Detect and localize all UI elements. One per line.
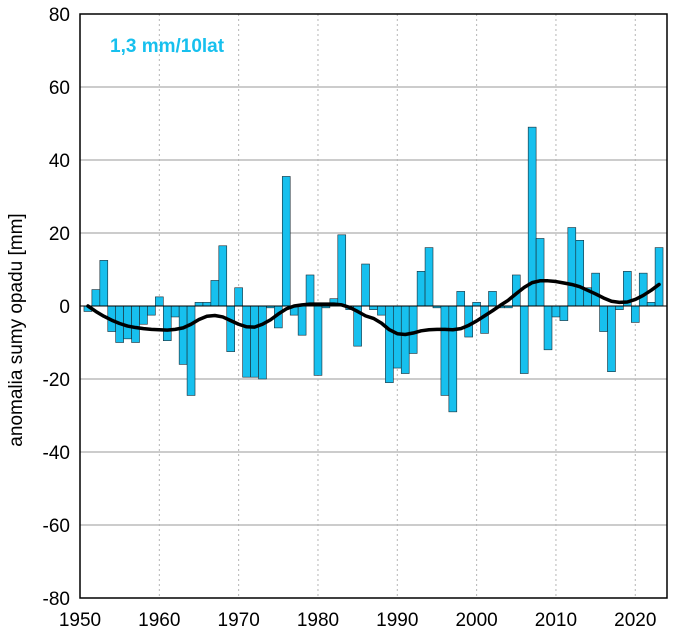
anomaly-bars	[83, 126, 664, 413]
y-axis-label: anomalia sumy opadu [mm]	[6, 213, 27, 446]
bar-1968	[218, 245, 228, 307]
x-tick-label: 1970	[218, 610, 260, 631]
x-tick-label: 1950	[59, 610, 101, 631]
bar-2013	[575, 240, 585, 307]
y-tick-label: 20	[49, 224, 70, 245]
bar-2023	[654, 247, 664, 307]
y-tick-label: 40	[49, 151, 70, 172]
bar-1992	[408, 305, 418, 354]
bar-2017	[607, 305, 616, 372]
bar-1989	[385, 305, 394, 383]
bar-1991	[400, 305, 410, 374]
bar-1971	[242, 305, 251, 378]
y-tick-label: -60	[43, 516, 70, 537]
bar-1958	[139, 305, 148, 325]
bar-1961	[162, 305, 172, 341]
bar-1997	[448, 305, 458, 413]
bar-2008	[535, 238, 545, 307]
x-tick-label: 1990	[376, 610, 418, 631]
smoothed-trend-line	[86, 279, 661, 337]
bar-1965	[194, 302, 204, 307]
y-tick-label: -20	[43, 370, 70, 391]
trend-annotation: 1,3 mm/10lat	[110, 36, 225, 57]
y-tick-label: -80	[43, 589, 70, 610]
bar-1972	[250, 305, 259, 378]
bar-2016	[599, 305, 608, 332]
bar-1959	[147, 305, 156, 316]
x-tick-label: 2000	[455, 610, 497, 631]
bar-1994	[424, 247, 434, 307]
bar-1966	[202, 302, 212, 307]
bar-1993	[416, 271, 426, 307]
bar-2021	[638, 272, 648, 307]
bar-1987	[369, 305, 378, 310]
bar-2006	[519, 305, 529, 374]
bar-1983	[337, 234, 347, 307]
y-tick-label: -40	[43, 443, 70, 464]
x-tick-label: 2010	[535, 610, 577, 631]
bar-1960	[155, 296, 164, 307]
bar-2007	[527, 126, 537, 307]
bar-1976	[281, 176, 291, 307]
plot-frame	[79, 13, 668, 599]
bar-1996	[440, 305, 450, 396]
bar-2018	[615, 305, 624, 310]
bar-1967	[210, 280, 220, 307]
y-tick-label: 60	[49, 78, 70, 99]
bar-1986	[361, 263, 370, 307]
y-tick-label: 0	[59, 297, 70, 318]
x-tick-label: 1960	[138, 610, 180, 631]
bar-1988	[377, 305, 386, 316]
bar-1998	[456, 291, 466, 307]
bar-1952	[91, 289, 101, 307]
bar-1973	[258, 305, 267, 380]
bar-1969	[226, 305, 235, 352]
bar-2010	[551, 305, 561, 318]
bar-2020	[631, 305, 640, 323]
bar-1956	[123, 305, 132, 340]
bar-2022	[646, 302, 656, 307]
bar-1953	[99, 260, 109, 307]
bar-2015	[591, 272, 600, 307]
bar-1964	[186, 305, 196, 396]
bar-1962	[170, 305, 180, 318]
bar-1957	[131, 305, 140, 343]
y-tick-labels: -80 -60 -40 -20 0 20 40 60 80	[43, 5, 70, 610]
bar-1980	[313, 305, 323, 376]
y-tick-label: 80	[49, 5, 70, 26]
x-tick-labels: 1950 1960 1970 1980 1990 2000 2010 2020	[59, 610, 657, 631]
bar-1978	[297, 305, 307, 336]
bar-2002	[488, 291, 497, 307]
bar-2000	[472, 302, 481, 307]
bar-1990	[393, 305, 402, 369]
bar-1999	[464, 305, 473, 338]
bar-1963	[178, 305, 188, 365]
bar-2011	[559, 305, 569, 321]
bar-1979	[305, 274, 315, 307]
bar-1970	[234, 287, 243, 307]
x-tick-label: 1980	[297, 610, 339, 631]
bar-2012	[567, 227, 577, 307]
x-tick-label: 2020	[614, 610, 656, 631]
bar-2009	[543, 305, 553, 351]
